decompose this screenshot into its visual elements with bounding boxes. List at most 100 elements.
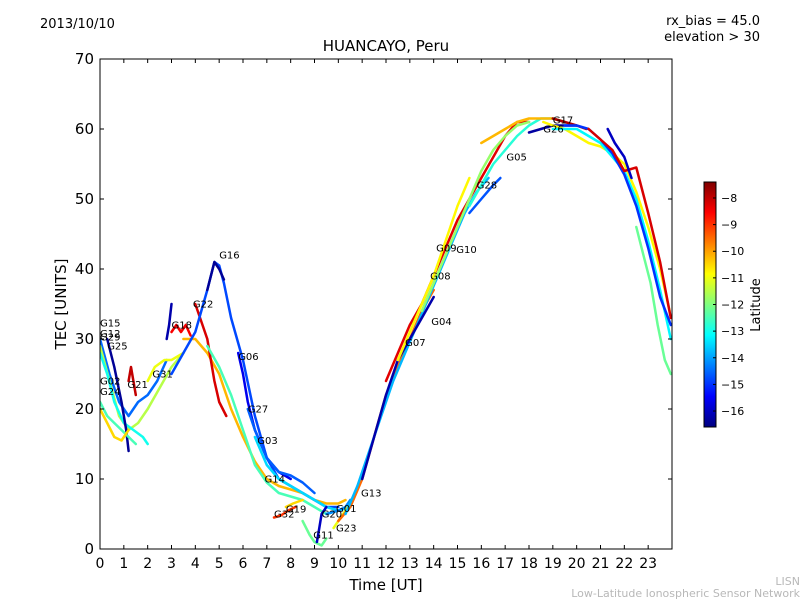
prn-label-29: G26 [543, 125, 563, 136]
series-line-4 [100, 400, 138, 446]
series-line-17 [206, 344, 340, 516]
prn-label-18: G20 [322, 510, 342, 521]
prn-label-1: G12 [100, 329, 120, 340]
prn-label-10: G16 [219, 251, 239, 262]
prn-label-20: G23 [336, 524, 356, 535]
series-line-8 [170, 323, 192, 337]
prn-label-15: G32 [274, 510, 294, 521]
prn-label-28: G05 [506, 153, 526, 164]
prn-label-14: G14 [265, 475, 285, 486]
x-tick-label-13: 13 [401, 556, 419, 572]
series-line-15 [246, 407, 316, 495]
prn-label-4: G02 [100, 377, 120, 388]
colorbar-tick-label-7: −15 [721, 378, 744, 391]
series-line-7 [146, 351, 185, 383]
x-tick-label-0: 0 [96, 556, 105, 572]
y-tick-label-4: 40 [75, 260, 94, 278]
y-tick-label-0: 0 [84, 540, 94, 558]
colorbar-label: Latitude [749, 278, 764, 332]
y-axis: 0 10 20 30 40 50 60 70 [75, 50, 672, 558]
prn-label-11: G06 [238, 352, 258, 363]
colorbar-tick-label-5: −13 [721, 325, 744, 338]
x-axis-label: Time [UT] [348, 576, 422, 594]
prn-label-24: G08 [430, 272, 450, 283]
y-tick-label-1: 10 [75, 470, 94, 488]
series-line-6 [127, 365, 138, 397]
x-tick-label-9: 9 [310, 556, 319, 572]
colorbar-tick-label-6: −14 [721, 352, 744, 365]
series-line-36 [551, 127, 672, 341]
series-line-21 [315, 505, 328, 544]
rx-bias-label: rx_bias = 45.0 [666, 14, 760, 29]
x-tick-label-20: 20 [568, 556, 586, 572]
y-tick-label-7: 70 [75, 50, 94, 68]
prn-label-17: G11 [313, 531, 333, 542]
series-line-31 [468, 176, 502, 215]
series-line-39 [635, 225, 672, 376]
chart-title: HUANCAYO, Peru [322, 37, 450, 55]
x-tick-label-17: 17 [496, 556, 514, 572]
prn-label-12: G27 [248, 405, 268, 416]
x-tick-label-1: 1 [119, 556, 128, 572]
series-line-0 [100, 337, 168, 418]
x-tick-label-7: 7 [262, 556, 271, 572]
date-label: 2013/10/10 [40, 17, 115, 32]
prn-label-3: G25 [107, 342, 127, 353]
series-group [100, 117, 672, 547]
x-tick-label-22: 22 [615, 556, 633, 572]
x-tick-label-19: 19 [544, 556, 562, 572]
x-tick-label-18: 18 [520, 556, 538, 572]
x-tick-label-11: 11 [353, 556, 371, 572]
series-line-22 [325, 498, 352, 516]
x-tick-label-4: 4 [191, 556, 200, 572]
series-line-18 [272, 505, 297, 519]
y-tick-label-2: 20 [75, 400, 94, 418]
x-tick-label-8: 8 [286, 556, 295, 572]
prn-label-26: G10 [456, 245, 476, 256]
prn-label-8: G18 [172, 321, 192, 332]
x-tick-label-3: 3 [167, 556, 176, 572]
series-line-5 [100, 407, 130, 442]
footer-acronym: LISN [775, 575, 800, 588]
prn-label-0: G15 [100, 318, 120, 329]
prn-label-5: G24 [100, 387, 120, 398]
colorbar-ticks: −8 −9 −10 −11 −12 −13 −14 −15 −16 [713, 192, 744, 418]
x-axis: 0 1 2 3 4 5 6 7 8 9 10 11 12 13 14 15 16 17 18 19 20 21 22 23 [96, 59, 657, 572]
series-line-40 [606, 127, 633, 180]
prn-label-7: G31 [152, 370, 172, 381]
series-line-26 [360, 295, 435, 481]
series-line-37 [563, 124, 672, 327]
series-line-28 [396, 176, 471, 362]
prn-label-25: G09 [436, 244, 456, 255]
x-tick-label-6: 6 [239, 556, 248, 572]
prn-label-16: G19 [286, 505, 306, 516]
series-line-13 [206, 260, 226, 292]
plot-frame [99, 58, 673, 550]
prn-label-23: G04 [431, 317, 451, 328]
footer-network-name: Low-Latitude Ionospheric Sensor Network [571, 587, 800, 600]
prn-label-22: G07 [405, 338, 425, 349]
colorbar-tick-label-0: −8 [721, 192, 737, 205]
series-line-38 [587, 127, 672, 320]
prn-label-27: G28 [477, 181, 497, 192]
x-tick-label-15: 15 [449, 556, 467, 572]
x-tick-label-12: 12 [377, 556, 395, 572]
prn-label-30: G17 [553, 115, 573, 126]
prn-label-13: G03 [257, 436, 277, 447]
parameters-label: rx_bias = 45.0 elevation > 30 [664, 14, 760, 46]
footer-credit: LISN Low-Latitude Ionospheric Sensor Net… [571, 576, 800, 600]
prn-label-9: G22 [193, 300, 213, 311]
prn-label-19: G01 [336, 504, 356, 515]
x-tick-label-2: 2 [143, 556, 152, 572]
prn-label-2: G29 [100, 332, 120, 343]
x-tick-label-23: 23 [639, 556, 657, 572]
series-line-9 [165, 302, 173, 341]
y-tick-label-5: 50 [75, 190, 94, 208]
y-axis-label: TEC [UNITS] [52, 259, 70, 351]
x-tick-label-16: 16 [472, 556, 490, 572]
colorbar-tick-label-4: −12 [721, 299, 744, 312]
x-tick-label-10: 10 [329, 556, 347, 572]
series-line-29 [420, 120, 531, 313]
series-line-32 [480, 117, 567, 145]
